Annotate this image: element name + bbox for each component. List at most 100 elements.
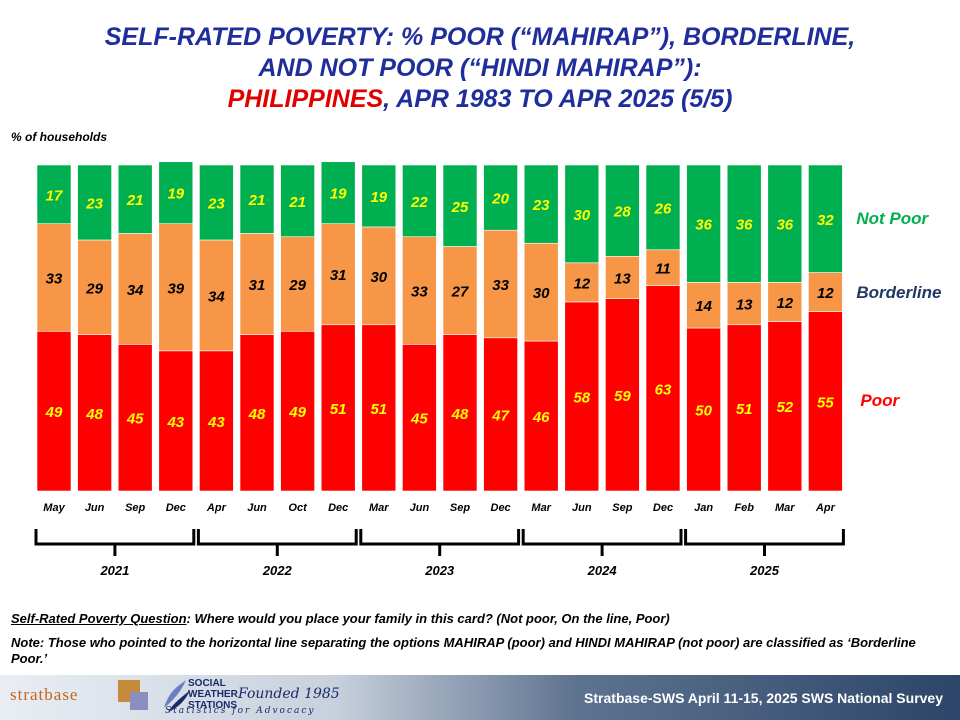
data-label-not-poor-14: 28 <box>613 204 631 221</box>
data-label-poor-17: 51 <box>736 401 753 418</box>
x-tick-label-17: Feb <box>734 502 754 514</box>
year-label-2023: 2023 <box>424 563 455 578</box>
data-label-borderline-1: 29 <box>85 280 103 297</box>
sws-name: SOCIAL WEATHER STATIONS <box>188 678 238 711</box>
x-tick-label-9: Jun <box>410 502 430 514</box>
bar-not-poor-19 <box>808 164 843 273</box>
data-label-poor-7: 51 <box>330 401 347 418</box>
bar-poor-18 <box>767 321 803 492</box>
bar-not-poor-18 <box>767 164 803 283</box>
data-label-poor-3: 43 <box>166 414 184 431</box>
bar-poor-12 <box>523 340 559 492</box>
data-label-not-poor-2: 21 <box>126 192 144 209</box>
bar-not-poor-1 <box>77 164 112 241</box>
bar-not-poor-16 <box>686 164 721 283</box>
bar-borderline-15 <box>645 249 681 286</box>
bar-not-poor-4 <box>199 164 234 241</box>
bar-poor-6 <box>280 330 315 492</box>
x-tick-label-2: Sep <box>125 502 145 514</box>
year-label-2024: 2024 <box>587 563 618 578</box>
data-label-poor-9: 45 <box>410 411 428 428</box>
bar-poor-0 <box>36 330 72 492</box>
x-tick-label-18: Mar <box>775 502 795 514</box>
chart-title-line-1: SELF-RATED POVERTY: % POOR (“MAHIRAP”), … <box>104 23 856 51</box>
bar-borderline-10 <box>442 246 478 335</box>
survey-credit: Stratbase-SWS April 11-15, 2025 SWS Nati… <box>584 690 943 706</box>
data-label-not-poor-15: 26 <box>654 200 672 217</box>
bar-borderline-0 <box>36 223 72 332</box>
bar-not-poor-6 <box>280 164 315 238</box>
data-label-not-poor-19: 32 <box>817 212 834 229</box>
bar-not-poor-14 <box>605 164 640 257</box>
bar-poor-1 <box>77 334 112 492</box>
sws-logo-icon <box>164 680 190 712</box>
data-label-not-poor-7: 19 <box>330 186 347 203</box>
data-label-poor-13: 58 <box>573 389 590 406</box>
data-label-poor-5: 48 <box>248 406 266 423</box>
stacked-bar-chart: 49 33 17 May 48 29 23 Jun 45 34 21 Sep 43 39 19 Dec 43 34… <box>34 161 941 578</box>
data-label-poor-1: 48 <box>85 406 103 423</box>
bar-poor-2 <box>117 344 153 492</box>
stratbase-logo-mark-2 <box>130 692 148 710</box>
data-label-borderline-19: 12 <box>817 285 834 302</box>
x-tick-label-8: Mar <box>369 502 389 514</box>
data-label-not-poor-4: 23 <box>207 195 225 212</box>
title-period: , APR 1983 TO APR 2025 (5/5) <box>383 85 733 113</box>
borderline-note: Note: Those who pointed to the horizonta… <box>11 635 916 666</box>
bar-not-poor-9 <box>402 164 437 238</box>
bar-not-poor-17 <box>726 164 762 283</box>
data-label-borderline-8: 30 <box>370 269 387 286</box>
data-label-borderline-15: 11 <box>655 261 671 278</box>
data-label-poor-15: 63 <box>655 381 672 398</box>
bar-poor-16 <box>686 327 721 492</box>
data-label-borderline-7: 31 <box>330 267 347 284</box>
bar-not-poor-5 <box>239 164 275 234</box>
bar-poor-19 <box>808 311 843 492</box>
bar-poor-17 <box>726 324 762 492</box>
chart-title-line-2: AND NOT POOR (“HINDI MAHIRAP”): <box>258 54 702 82</box>
x-tick-label-4: Apr <box>206 502 227 514</box>
bar-poor-15 <box>645 285 681 492</box>
bar-borderline-2 <box>117 233 153 345</box>
chart-title-line-3: PHILIPPINES, APR 1983 TO APR 2025 (5/5) <box>0 84 960 115</box>
bar-poor-9 <box>402 344 437 492</box>
data-label-not-poor-16: 36 <box>695 217 712 234</box>
year-label-2025: 2025 <box>749 563 780 578</box>
title-country: PHILIPPINES <box>227 85 384 113</box>
data-label-not-poor-12: 23 <box>532 197 550 214</box>
data-label-poor-11: 47 <box>491 407 509 424</box>
bar-poor-3 <box>158 350 194 492</box>
x-tick-label-5: Jun <box>247 502 267 514</box>
data-label-not-poor-11: 20 <box>491 191 509 208</box>
question-text: : Where would you place your family in t… <box>186 611 670 626</box>
bar-borderline-1 <box>77 239 112 335</box>
data-label-not-poor-6: 21 <box>288 194 306 211</box>
bar-borderline-5 <box>239 233 275 335</box>
x-tick-label-1: Jun <box>85 502 105 514</box>
data-label-not-poor-18: 36 <box>776 217 793 234</box>
bar-not-poor-7 <box>320 161 356 224</box>
x-tick-label-16: Jan <box>694 502 713 514</box>
data-label-borderline-11: 33 <box>492 277 509 294</box>
bar-not-poor-0 <box>36 164 72 224</box>
bar-not-poor-13 <box>564 164 600 264</box>
data-label-poor-2: 45 <box>126 411 144 428</box>
data-label-borderline-14: 13 <box>614 270 631 287</box>
year-bracket-2024 <box>521 529 683 546</box>
x-tick-label-15: Dec <box>653 502 673 514</box>
bar-not-poor-8 <box>361 164 397 228</box>
data-label-not-poor-13: 30 <box>573 207 590 224</box>
data-label-borderline-0: 33 <box>46 270 63 287</box>
legend-not-poor: Not Poor <box>856 209 929 228</box>
legend-borderline: Borderline <box>856 283 941 302</box>
bar-borderline-6 <box>280 236 315 332</box>
data-label-borderline-3: 39 <box>167 280 184 297</box>
data-label-poor-19: 55 <box>817 394 834 411</box>
bar-borderline-19 <box>808 272 843 313</box>
y-unit-label: % of households <box>11 130 107 144</box>
data-label-poor-6: 49 <box>288 404 306 421</box>
data-label-borderline-2: 34 <box>127 282 144 299</box>
data-label-borderline-10: 27 <box>451 284 469 301</box>
bar-borderline-9 <box>402 236 437 345</box>
data-label-poor-16: 50 <box>695 403 712 420</box>
